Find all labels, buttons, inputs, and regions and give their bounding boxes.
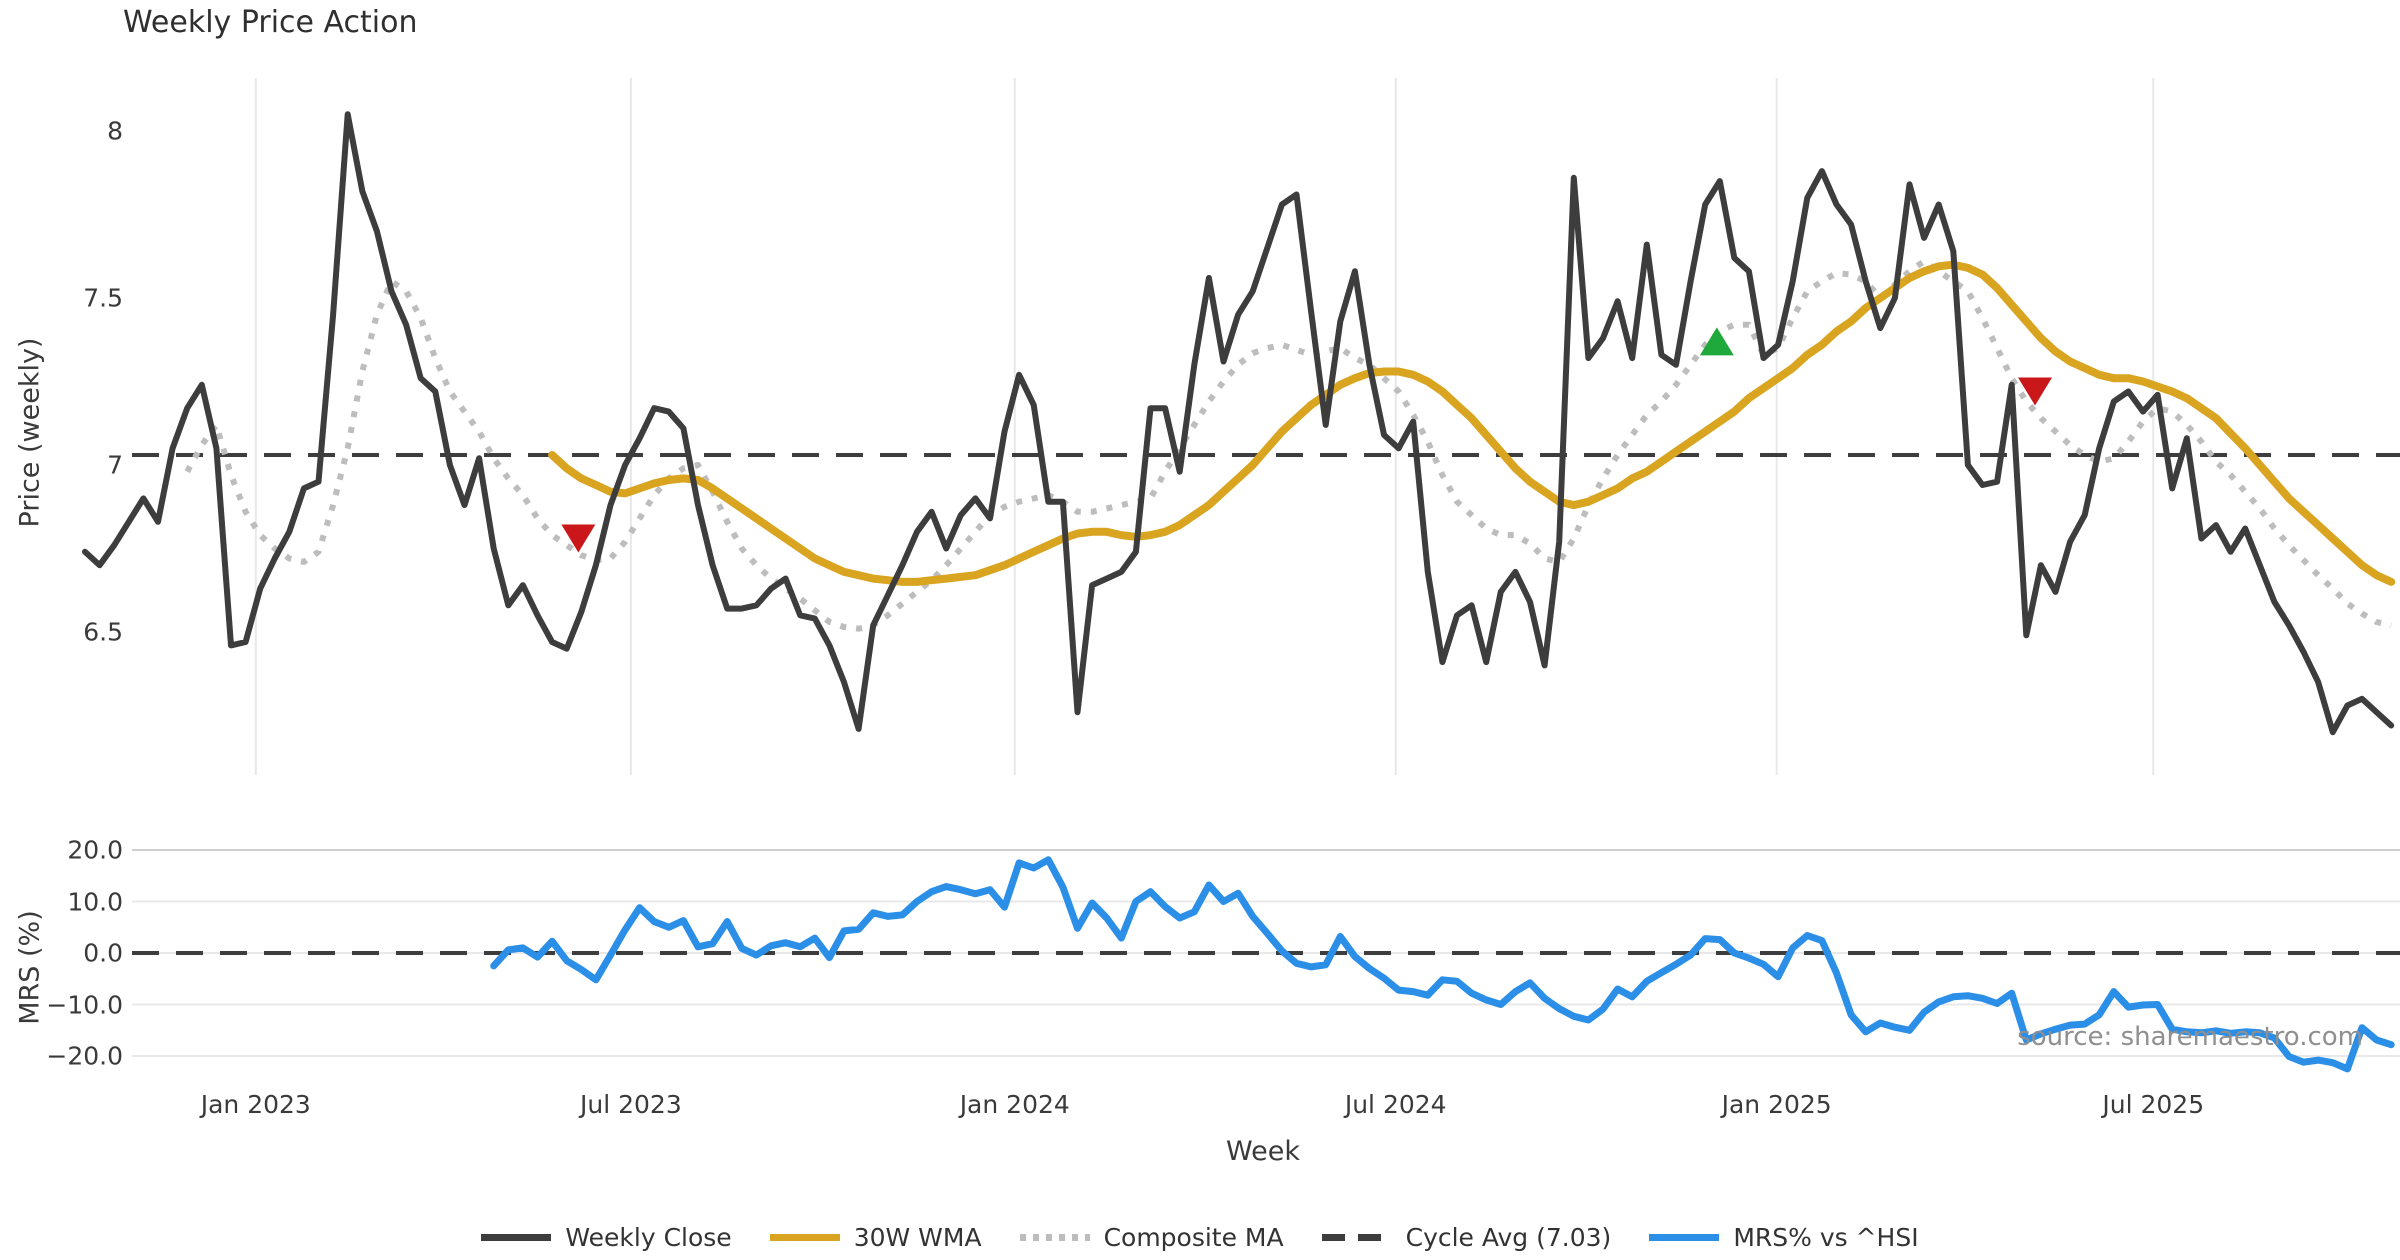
xtick-Jan-2025: Jan 2025 <box>1721 1090 1832 1119</box>
mrs-ytick-20: 20.0 <box>67 835 123 865</box>
price-axis-label: Price (weekly) <box>14 337 46 528</box>
source-watermark: source: sharemaestro.com <box>2017 1022 2363 1052</box>
chart-title: Weekly Price Action <box>123 5 418 40</box>
price-ytick-7: 7 <box>107 450 123 480</box>
legend-label: 30W WMA <box>853 1222 982 1252</box>
price-ytick-8: 8 <box>107 116 123 146</box>
composite-ma-line-swatch <box>1019 1233 1090 1241</box>
weekly-close-line-swatch <box>481 1233 552 1241</box>
buy-signal-marker-1 <box>1699 327 1734 356</box>
price-ytick-7.5: 7.5 <box>83 283 123 313</box>
xtick-Jan-2024: Jan 2024 <box>959 1090 1070 1119</box>
legend-label: Weekly Close <box>565 1222 732 1252</box>
x-axis-label: Week <box>1226 1136 1300 1167</box>
wma-30w-line <box>548 260 2396 586</box>
sell-signal-marker-0 <box>561 524 596 553</box>
weekly-close-line <box>82 111 2395 736</box>
legend-item-cycle-avg: Cycle Avg (7.03) <box>1321 1222 1612 1252</box>
wma-line-swatch <box>769 1233 840 1241</box>
legend-label: MRS% vs ^HSI <box>1733 1222 1919 1252</box>
price-ytick-6.5: 6.5 <box>83 617 123 647</box>
mrs-ytick-0: 0.0 <box>83 938 123 968</box>
xtick-Jul-2024: Jul 2024 <box>1344 1090 1447 1119</box>
xtick-Jul-2025: Jul 2025 <box>2102 1090 2205 1119</box>
mrs-line <box>490 856 2395 1073</box>
legend-item-30w-wma: 30W WMA <box>769 1222 982 1252</box>
xtick-Jul-2023: Jul 2023 <box>580 1090 682 1119</box>
legend-label: Composite MA <box>1103 1222 1284 1252</box>
mrs-ytick-10: 10.0 <box>67 887 123 916</box>
composite-ma-line <box>184 258 2392 632</box>
xtick-Jan-2023: Jan 2023 <box>200 1090 311 1119</box>
legend-label: Cycle Avg (7.03) <box>1405 1222 1612 1252</box>
legend-item-mrs: MRS% vs ^HSI <box>1649 1222 1919 1252</box>
mrs-line-swatch <box>1649 1233 1720 1241</box>
cycle-avg-line-swatch <box>1321 1233 1392 1241</box>
chart-legend: Weekly Close 30W WMA Composite MA Cycle … <box>0 1216 2400 1258</box>
legend-item-weekly-close: Weekly Close <box>481 1222 732 1252</box>
sell-signal-marker-2 <box>2018 377 2053 406</box>
mrs-ytick--10: −10.0 <box>46 990 123 1019</box>
mrs-ytick--20: −20.0 <box>46 1041 123 1071</box>
legend-item-composite-ma: Composite MA <box>1019 1222 1284 1252</box>
